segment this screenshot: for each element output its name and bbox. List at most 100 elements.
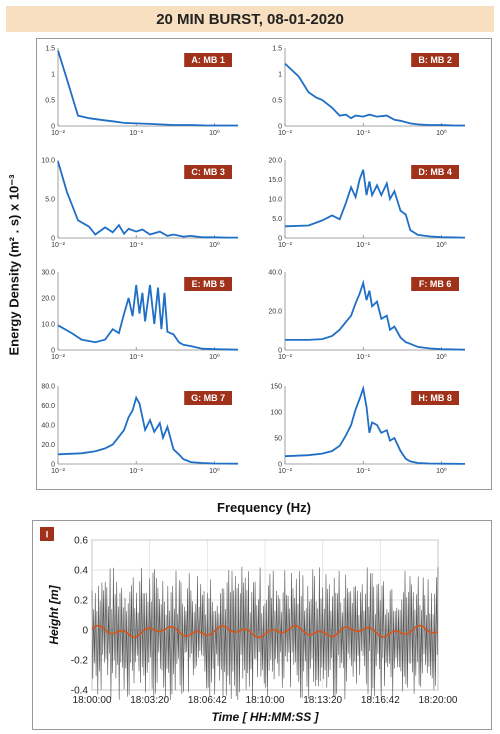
y-tick-label: 20.0 bbox=[41, 296, 55, 303]
y-tick-label: 5.0 bbox=[45, 197, 55, 204]
spectrum-line bbox=[57, 284, 239, 351]
spectrum-panel: 0 5.0 10.0 10⁻² 10⁻¹ 10⁰ C: MB 3 bbox=[41, 158, 238, 249]
x-tick-label: 10⁰ bbox=[209, 241, 220, 249]
y-tick-label: 40.0 bbox=[268, 270, 282, 277]
x-tick-label: 10⁻² bbox=[278, 242, 292, 249]
x-axis-title: Frequency (Hz) bbox=[217, 500, 311, 515]
smoothed-height-line bbox=[91, 624, 439, 639]
x-tick-label: 10⁻² bbox=[51, 130, 65, 137]
panel-tag-label: H: MB 8 bbox=[418, 393, 452, 403]
spectrum-panel: 0 0.5 1 1.5 10⁻² 10⁻¹ 10⁰ B: MB 2 bbox=[272, 46, 465, 137]
x-tick-label: 10⁰ bbox=[436, 241, 447, 249]
x-tick-label: 10⁻² bbox=[51, 354, 65, 361]
timeseries-x-axis-title: Time [ HH:MM:SS ] bbox=[211, 710, 319, 724]
spectrum-line bbox=[284, 385, 466, 465]
x-tick-label: 10⁻² bbox=[278, 468, 292, 475]
spectrum-line bbox=[57, 395, 239, 465]
y-tick-label: 0.5 bbox=[272, 98, 282, 105]
y-tick-label: 1.5 bbox=[272, 46, 282, 53]
x-tick-label: 10⁻¹ bbox=[356, 242, 370, 249]
x-tick-label: 10⁰ bbox=[436, 129, 447, 137]
y-tick-label: 1 bbox=[278, 72, 282, 79]
spectrum-line bbox=[57, 50, 238, 127]
y-tick-label: 0 bbox=[51, 348, 55, 355]
panel-tag-box bbox=[184, 277, 232, 291]
x-tick-label: 18:10:00 bbox=[246, 695, 285, 706]
y-tick-label: 10.0 bbox=[268, 197, 282, 204]
x-tick-label: 10⁻² bbox=[51, 242, 65, 249]
y-tick-label: 0 bbox=[51, 462, 55, 469]
spectrum-panel: 0 20.0 40.0 10⁻² 10⁻¹ 10⁰ F: MB 6 bbox=[268, 270, 466, 361]
y-tick-label: 1 bbox=[51, 72, 55, 79]
spectrum-panel: 0 20.0 40.0 60.0 80.0 10⁻² 10⁻¹ 10⁰ G: MB 7 bbox=[41, 384, 239, 475]
spectrum-panel: 0 10.0 20.0 30.0 10⁻² 10⁻¹ 10⁰ E: MB 5 bbox=[41, 270, 239, 361]
spectrum-panel: 0 50 100 150 10⁻² 10⁻¹ 10⁰ H: MB 8 bbox=[270, 384, 466, 475]
x-tick-label: 18:06:42 bbox=[188, 695, 227, 706]
y-tick-label: 150 bbox=[270, 384, 282, 391]
panel-tag-box bbox=[184, 391, 232, 405]
y-tick-label: 1.5 bbox=[45, 46, 55, 53]
x-tick-label: 18:03:20 bbox=[130, 695, 169, 706]
panel-tag-box bbox=[184, 165, 232, 179]
y-tick-label: 5.0 bbox=[272, 216, 282, 223]
panel-tag-box bbox=[411, 277, 459, 291]
x-tick-label: 10⁻¹ bbox=[356, 468, 370, 475]
x-tick-label: 18:20:00 bbox=[419, 695, 458, 706]
y-tick-label: 80.0 bbox=[41, 384, 55, 391]
y-tick-label: 0 bbox=[51, 236, 55, 243]
timeseries-y-axis-title: Height [m] bbox=[47, 584, 61, 644]
y-tick-label: 0 bbox=[278, 348, 282, 355]
panel-tag-label: G: MB 7 bbox=[191, 393, 225, 403]
spectrum-line bbox=[284, 62, 465, 127]
panel-tag-box bbox=[411, 165, 459, 179]
y-tick-label: 0 bbox=[51, 124, 55, 131]
x-tick-label: 10⁻¹ bbox=[356, 130, 370, 137]
y-tick-label: 40.0 bbox=[41, 423, 55, 430]
panel-tag-box bbox=[40, 527, 54, 541]
y-tick-label: 30.0 bbox=[41, 270, 55, 277]
y-tick-label: 15.0 bbox=[268, 177, 282, 184]
spectrum-panel: 0 5.0 10.0 15.0 20.0 10⁻² 10⁻¹ 10⁰ D: MB 4 bbox=[268, 158, 466, 249]
y-tick-label: 100 bbox=[270, 410, 282, 417]
spectrum-line bbox=[285, 279, 466, 351]
x-tick-label: 10⁰ bbox=[436, 353, 447, 361]
x-tick-label: 10⁰ bbox=[209, 353, 220, 361]
x-tick-label: 10⁻¹ bbox=[129, 468, 143, 475]
x-tick-label: 10⁻² bbox=[51, 468, 65, 475]
panel-tag-box bbox=[411, 53, 459, 67]
x-tick-label: 10⁰ bbox=[209, 467, 220, 475]
banner-title: 20 MIN BURST, 08-01-2020 bbox=[6, 6, 494, 32]
y-tick-label: 0.5 bbox=[45, 98, 55, 105]
timeseries-frame bbox=[32, 520, 492, 730]
y-tick-label: 0 bbox=[278, 124, 282, 131]
y-tick-label: -0.4 bbox=[71, 686, 89, 697]
panel-tag-label: A: MB 1 bbox=[191, 55, 225, 65]
x-tick-label: 10⁻² bbox=[278, 130, 292, 137]
x-tick-label: 18:13:20 bbox=[303, 695, 342, 706]
x-tick-label: 10⁻¹ bbox=[129, 242, 143, 249]
y-tick-label: 0.6 bbox=[74, 536, 88, 547]
y-tick-label: 10.0 bbox=[41, 158, 55, 165]
x-tick-label: 10⁻¹ bbox=[129, 130, 143, 137]
y-tick-label: 0 bbox=[82, 626, 88, 637]
raw-height-line bbox=[91, 566, 439, 701]
y-tick-label: 20.0 bbox=[268, 309, 282, 316]
spectra-frame bbox=[36, 38, 492, 490]
y-tick-label: 0 bbox=[278, 236, 282, 243]
banner-title-text: 20 MIN BURST, 08-01-2020 bbox=[156, 10, 344, 28]
spectrum-panel: 0 0.5 1 1.5 10⁻² 10⁻¹ 10⁰ A: MB 1 bbox=[45, 46, 238, 137]
y-tick-label: 20.0 bbox=[268, 158, 282, 165]
y-tick-label: 0 bbox=[278, 462, 282, 469]
y-tick-label: 0.4 bbox=[74, 566, 88, 577]
x-tick-label: 10⁰ bbox=[209, 129, 220, 137]
y-tick-label: 0.2 bbox=[74, 596, 88, 607]
y-tick-label: 20.0 bbox=[41, 442, 55, 449]
y-tick-label: -0.2 bbox=[71, 656, 89, 667]
x-tick-label: 10⁻¹ bbox=[129, 354, 143, 361]
panel-tag-box bbox=[184, 53, 232, 67]
spectrum-line bbox=[284, 169, 466, 239]
panel-tag-box bbox=[411, 391, 459, 405]
timeseries-panel: -0.4 -0.2 0 0.2 0.4 0.6 18:00:00 18:03:20 18:06:… bbox=[40, 527, 458, 724]
y-tick-label: 10.0 bbox=[41, 322, 55, 329]
